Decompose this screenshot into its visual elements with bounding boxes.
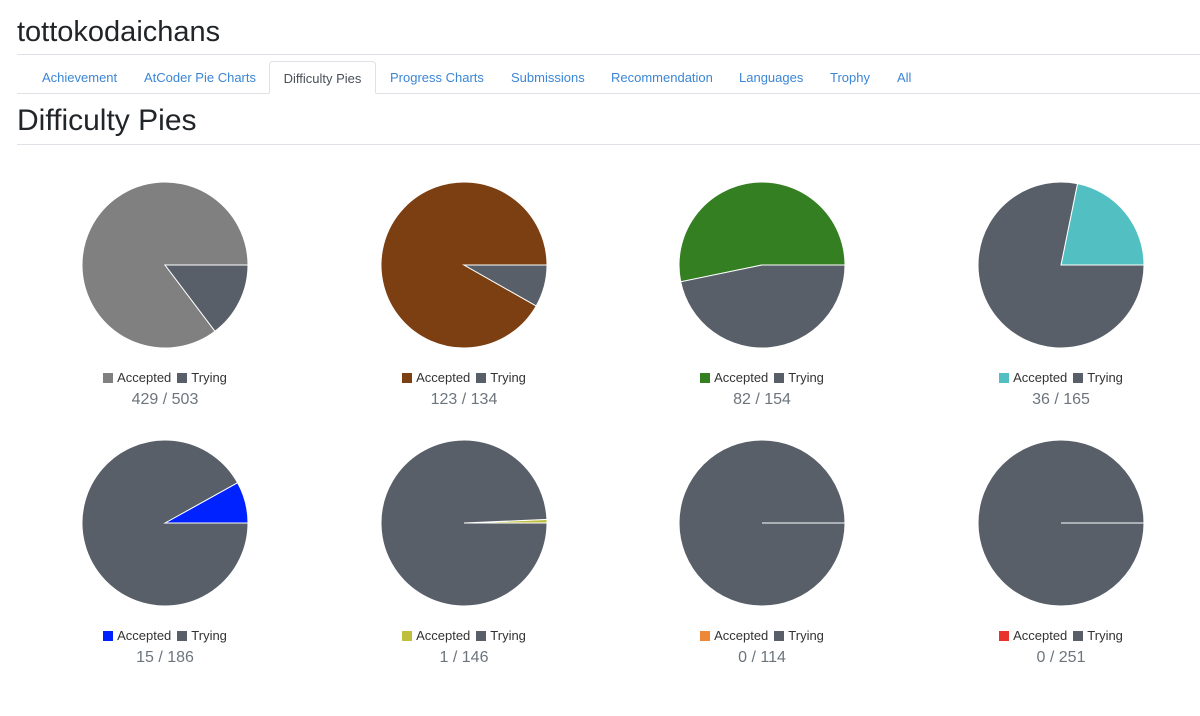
legend-item-trying[interactable]: Trying [774, 370, 824, 386]
legend-label-trying: Trying [788, 370, 824, 385]
tab-all[interactable]: All [897, 70, 912, 85]
legend-swatch-trying [1073, 373, 1084, 383]
legend-label-accepted: Accepted [714, 370, 769, 385]
legend-swatch-trying [1073, 631, 1084, 641]
pie-count-label: 36 / 165 [1032, 391, 1090, 408]
legend-swatch-trying [177, 373, 188, 383]
pie-legend: Accepted Trying [314, 628, 614, 644]
tab-trophy[interactable]: Trophy [830, 70, 870, 85]
legend-item-accepted[interactable]: Accepted [999, 370, 1067, 386]
pie-chart-3 [678, 181, 846, 349]
tab-achievement[interactable]: Achievement [42, 70, 118, 85]
legend-swatch-accepted [402, 373, 413, 383]
legend-label-trying: Trying [788, 628, 824, 643]
legend-label-trying: Trying [1087, 370, 1123, 385]
pie-chart-1 [81, 181, 249, 349]
legend-swatch-trying [476, 631, 487, 641]
pie-legend: Accepted Trying [911, 370, 1200, 386]
pie-chart-6 [380, 439, 548, 607]
pie-slice-trying [977, 181, 1145, 349]
pie-slice-accepted [678, 181, 846, 283]
tab-recommendation[interactable]: Recommendation [611, 70, 713, 85]
pie-count-label: 82 / 154 [733, 391, 791, 408]
pie-slice-trying [163, 264, 249, 332]
pie-count-label: 429 / 503 [131, 391, 199, 408]
legend-label-trying: Trying [490, 628, 526, 643]
pie-slice-trying [680, 264, 846, 349]
legend-label-trying: Trying [490, 370, 526, 385]
legend-label-trying: Trying [191, 370, 227, 385]
pie-count-label: 0 / 251 [1036, 649, 1086, 666]
section-divider [17, 144, 1200, 145]
tabs-baseline [17, 93, 1200, 94]
legend-item-trying[interactable]: Trying [476, 370, 526, 386]
pie-count-label: 0 / 114 [738, 649, 786, 666]
legend-item-trying[interactable]: Trying [177, 628, 227, 644]
legend-label-accepted: Accepted [714, 628, 769, 643]
legend-label-accepted: Accepted [117, 370, 172, 385]
legend-swatch-accepted [103, 373, 114, 383]
legend-label-accepted: Accepted [117, 628, 172, 643]
legend-item-trying[interactable]: Trying [1073, 628, 1123, 644]
legend-item-trying[interactable]: Trying [476, 628, 526, 644]
legend-item-accepted[interactable]: Accepted [103, 370, 171, 386]
legend-item-trying[interactable]: Trying [774, 628, 824, 644]
tab-atcoder-pie-charts[interactable]: AtCoder Pie Charts [144, 70, 256, 85]
pie-legend: Accepted Trying [314, 370, 614, 386]
user-name-title: tottokodaichans [17, 16, 221, 48]
pie-legend: Accepted Trying [15, 628, 315, 644]
legend-item-trying[interactable]: Trying [1073, 370, 1123, 386]
legend-swatch-trying [774, 373, 785, 383]
legend-swatch-accepted [999, 373, 1010, 383]
legend-swatch-accepted [103, 631, 114, 641]
legend-swatch-accepted [999, 631, 1010, 641]
tab-submissions[interactable]: Submissions [511, 70, 585, 85]
pie-count-label: 15 / 186 [136, 649, 194, 666]
tab-languages[interactable]: Languages [739, 70, 804, 85]
pie-legend: Accepted Trying [612, 628, 912, 644]
pie-count-label: 123 / 134 [430, 391, 498, 408]
legend-swatch-accepted [402, 631, 413, 641]
pie-chart-8 [977, 439, 1145, 607]
pie-legend: Accepted Trying [612, 370, 912, 386]
pie-slice-accepted [1060, 183, 1145, 266]
legend-item-accepted[interactable]: Accepted [402, 370, 470, 386]
legend-label-accepted: Accepted [1013, 628, 1068, 643]
pie-chart-7 [678, 439, 846, 607]
legend-label-accepted: Accepted [1013, 370, 1068, 385]
legend-item-trying[interactable]: Trying [177, 370, 227, 386]
legend-item-accepted[interactable]: Accepted [103, 628, 171, 644]
legend-swatch-trying [774, 631, 785, 641]
pie-legend: Accepted Trying [15, 370, 315, 386]
title-divider [17, 54, 1200, 55]
pie-chart-4 [977, 181, 1145, 349]
pie-chart-2 [380, 181, 548, 349]
tab-bar: Achievement AtCoder Pie Charts Difficult… [28, 61, 1200, 94]
legend-label-accepted: Accepted [416, 370, 471, 385]
legend-swatch-accepted [700, 631, 711, 641]
legend-label-trying: Trying [1087, 628, 1123, 643]
legend-swatch-trying [177, 631, 188, 641]
pie-count-label: 1 / 146 [439, 649, 489, 666]
legend-item-accepted[interactable]: Accepted [700, 628, 768, 644]
legend-label-accepted: Accepted [416, 628, 471, 643]
legend-swatch-accepted [700, 373, 711, 383]
legend-swatch-trying [476, 373, 487, 383]
pie-slice-accepted [81, 181, 249, 349]
pie-chart-5 [81, 439, 249, 607]
legend-item-accepted[interactable]: Accepted [999, 628, 1067, 644]
tab-difficulty-pies[interactable]: Difficulty Pies [269, 61, 376, 94]
legend-item-accepted[interactable]: Accepted [700, 370, 768, 386]
pie-legend: Accepted Trying [911, 628, 1200, 644]
tab-progress-charts[interactable]: Progress Charts [390, 70, 484, 85]
legend-item-accepted[interactable]: Accepted [402, 628, 470, 644]
legend-label-trying: Trying [191, 628, 227, 643]
section-title: Difficulty Pies [17, 104, 197, 137]
